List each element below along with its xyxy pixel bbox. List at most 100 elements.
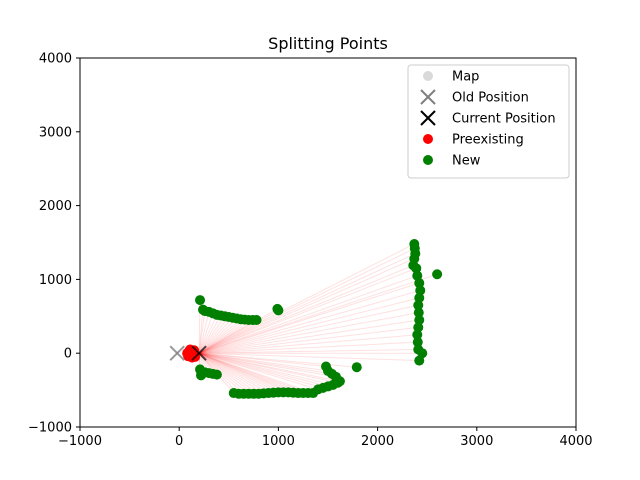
legend: Map Old Position Current Position Preexisti…	[407, 64, 570, 179]
connection-line	[198, 352, 289, 393]
connection-line	[198, 326, 419, 354]
connection-line	[198, 352, 299, 394]
connection-line	[198, 352, 294, 394]
connection-line	[198, 297, 420, 354]
legend-label-map: Map	[452, 70, 479, 85]
y-tick-label: 3000	[39, 125, 72, 140]
new-point	[351, 362, 362, 373]
new-point	[413, 300, 424, 311]
connection-line	[198, 352, 269, 394]
connection-line	[198, 309, 204, 354]
legend-marker-old-position	[420, 89, 436, 105]
points-layer	[182, 238, 443, 399]
legend-marker-preexisting	[423, 134, 433, 144]
new-point	[417, 348, 428, 359]
connection-line	[198, 314, 218, 354]
connection-line	[198, 352, 314, 394]
connection-line	[198, 312, 419, 354]
y-tick-label: 4000	[39, 52, 72, 67]
connection-line	[198, 352, 334, 386]
x-tick-label: 3000	[460, 434, 493, 449]
connection-line	[198, 352, 259, 395]
legend-x-stroke-b	[420, 89, 436, 105]
legend-x-stroke-b	[420, 110, 436, 126]
y-tick-label: 1000	[39, 273, 72, 288]
old-position-marker	[169, 345, 185, 361]
y-tick-label: −1000	[28, 421, 72, 436]
new-point	[415, 285, 426, 296]
legend-label-preexisting: Preexisting	[452, 133, 524, 148]
new-point	[251, 314, 262, 325]
old-position-marker-stroke-b	[169, 345, 185, 361]
connection-line	[198, 275, 418, 354]
connection-line	[198, 273, 438, 354]
plot-frame	[79, 57, 577, 428]
connection-line	[198, 264, 414, 354]
current-position-marker-stroke-b	[191, 345, 207, 361]
connection-line	[198, 352, 249, 395]
x-axis: −1000 0 1000 2000 3000 4000	[58, 427, 593, 449]
new-point	[195, 295, 206, 306]
connection-line	[198, 352, 319, 390]
x-tick-label: −1000	[58, 434, 102, 449]
preexisting-point	[189, 345, 200, 356]
new-point	[432, 269, 443, 280]
connection-line	[198, 311, 210, 354]
legend-marker-current-position	[420, 110, 436, 126]
connection-line	[198, 311, 206, 354]
connection-line	[198, 352, 264, 394]
new-point	[414, 314, 425, 325]
connection-line	[198, 352, 254, 395]
new-point	[414, 278, 425, 289]
connection-line	[198, 352, 279, 393]
new-point	[414, 292, 425, 303]
current-position-marker	[191, 345, 207, 361]
x-tick-label: 1000	[262, 434, 295, 449]
legend-label-new: New	[452, 154, 481, 169]
connection-line	[198, 352, 284, 393]
chart-title: Splitting Points	[268, 34, 388, 53]
connection-line	[198, 352, 309, 394]
connection-line	[198, 243, 415, 354]
connection-line	[198, 319, 245, 354]
connection-line	[198, 319, 420, 354]
y-tick-label: 0	[64, 347, 72, 362]
connection-line	[198, 304, 419, 354]
legend-label-current-position: Current Position	[452, 112, 556, 127]
connection-line	[198, 352, 327, 367]
connection-line	[198, 352, 339, 384]
y-tick-label: 2000	[39, 199, 72, 214]
connection-line	[199, 341, 418, 354]
connection-line	[198, 316, 226, 354]
connection-line	[198, 352, 337, 378]
legend-label-old-position: Old Position	[452, 91, 529, 106]
connection-line	[198, 247, 416, 354]
connection-line	[198, 352, 329, 372]
x-tick-label: 4000	[559, 434, 592, 449]
connection-line	[198, 352, 324, 389]
connection-line	[198, 313, 214, 354]
new-point	[321, 361, 332, 372]
connection-line	[198, 319, 253, 354]
position-markers	[169, 345, 207, 361]
connection-line	[199, 352, 420, 362]
connection-line	[198, 309, 279, 354]
connection-line	[199, 349, 419, 354]
connection-line	[198, 352, 341, 382]
new-point	[273, 305, 284, 316]
new-point	[413, 322, 424, 333]
connection-line	[198, 352, 274, 394]
connection-line	[198, 352, 329, 387]
legend-box	[407, 64, 570, 179]
connection-line	[198, 352, 304, 394]
y-axis: −1000 0 1000 2000 3000 4000	[28, 52, 80, 436]
connection-line	[198, 267, 417, 354]
connection-line	[198, 334, 418, 354]
new-point	[211, 369, 222, 380]
connection-line	[198, 282, 420, 354]
connection-line	[198, 352, 333, 375]
x-tick-label: 0	[175, 434, 183, 449]
new-point	[413, 307, 424, 318]
connection-line	[198, 253, 416, 354]
